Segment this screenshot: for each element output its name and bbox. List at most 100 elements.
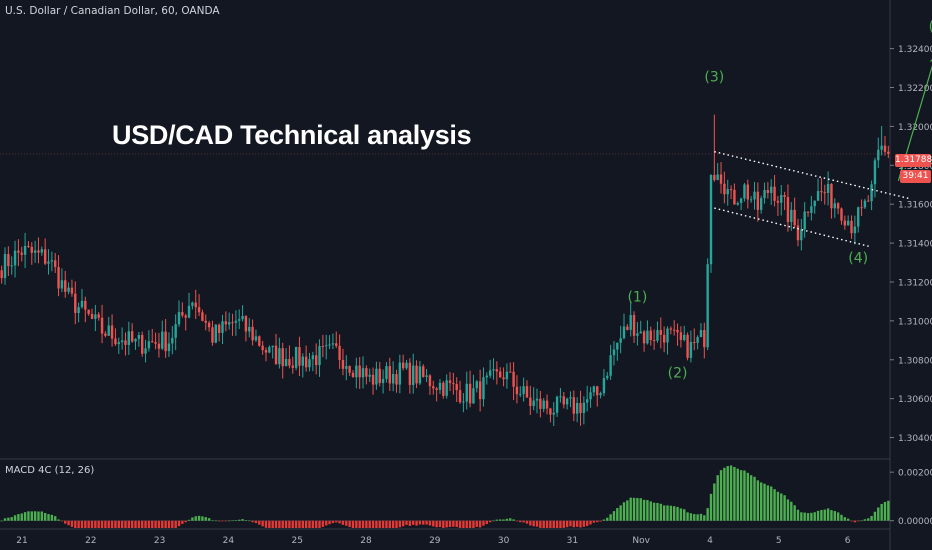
candle-body <box>174 324 177 338</box>
candle-body <box>271 345 274 348</box>
macd-bar <box>391 520 395 528</box>
candle-body <box>448 380 452 384</box>
candle-body <box>462 401 465 403</box>
candle-body <box>639 331 642 334</box>
candle-body <box>284 359 288 367</box>
candle-body <box>110 325 114 339</box>
macd-bar <box>288 520 291 528</box>
macd-bar <box>786 499 790 521</box>
macd-bar <box>509 518 512 521</box>
candle-body <box>549 408 552 415</box>
macd-bar <box>810 512 813 521</box>
candle-body <box>823 192 826 194</box>
macd-bar <box>850 520 853 522</box>
candle-body <box>171 337 174 344</box>
macd-bar <box>683 509 686 521</box>
macd-bar <box>278 520 281 528</box>
macd-bar <box>211 520 214 522</box>
macd-bar <box>612 511 616 521</box>
macd-bar <box>157 520 161 528</box>
candle-body <box>662 334 666 343</box>
candle-body <box>422 366 425 377</box>
candle-body <box>867 200 870 202</box>
macd-bar <box>796 509 800 521</box>
candle-body <box>780 195 783 203</box>
macd-bar <box>880 503 883 521</box>
macd-bar <box>716 475 719 521</box>
analysis-title: USD/CAD Technical analysis <box>112 120 472 150</box>
macd-bar <box>144 520 147 528</box>
macd-bar <box>314 520 318 528</box>
candle-body <box>435 388 438 390</box>
candle-body <box>304 356 308 368</box>
macd-bar <box>743 470 746 521</box>
macd-bar <box>776 491 780 521</box>
macd-bar <box>669 505 673 521</box>
macd-bar <box>823 509 826 521</box>
candle-body <box>853 226 857 234</box>
candle-body <box>542 400 545 409</box>
macd-bar <box>318 520 321 528</box>
candle-body <box>495 369 499 372</box>
candle-body <box>395 374 398 385</box>
candle-body <box>23 245 27 255</box>
candle-body <box>850 220 853 234</box>
candle-body <box>830 183 833 209</box>
candle-body <box>361 368 365 378</box>
candle-body <box>408 362 412 385</box>
macd-bar <box>365 520 368 528</box>
macd-bar <box>445 520 448 528</box>
time-tick-label: 28 <box>360 536 372 546</box>
macd-bar <box>308 520 311 528</box>
macd-bar <box>649 501 652 521</box>
macd-bar <box>803 512 806 521</box>
candle-body <box>54 260 57 267</box>
macd-bar <box>773 489 776 521</box>
macd-bar <box>20 513 23 521</box>
macd-bar <box>264 520 268 528</box>
macd-bar <box>800 512 803 521</box>
macd-bar <box>733 466 736 521</box>
macd-bar <box>291 520 294 528</box>
candle-body <box>820 191 823 193</box>
macd-bar <box>294 520 298 528</box>
candle-body <box>418 366 422 384</box>
candle-body <box>248 326 251 332</box>
candle-body <box>716 174 719 180</box>
macd-bar <box>405 520 408 525</box>
candle-body <box>217 324 221 333</box>
macd-bar <box>214 520 218 522</box>
macd-bar <box>448 520 452 528</box>
candle-body <box>445 380 448 396</box>
macd-bar <box>619 505 622 521</box>
macd-bar <box>412 520 415 525</box>
candle-body <box>736 203 739 205</box>
macd-bar <box>197 515 201 521</box>
candle-body <box>64 280 67 292</box>
candle-body <box>529 397 532 407</box>
candle-body <box>803 211 806 230</box>
macd-bar <box>465 520 468 528</box>
candle-body <box>281 348 284 367</box>
candle-body <box>30 246 33 253</box>
candle-body <box>77 307 80 313</box>
macd-bar <box>709 493 713 521</box>
macd-bar <box>137 520 141 528</box>
candle-body <box>703 330 706 348</box>
candle-body <box>509 371 512 373</box>
candle-body <box>833 203 836 209</box>
macd-bar <box>545 520 549 528</box>
candle-body <box>555 396 559 413</box>
candle-body <box>325 345 328 347</box>
macd-bar <box>97 520 100 528</box>
candle-body <box>241 316 244 320</box>
macd-bar <box>806 513 810 521</box>
macd-bar <box>552 520 555 528</box>
macd-bar <box>355 520 358 528</box>
macd-tick-label: 0.00000 <box>898 517 932 527</box>
candle-body <box>294 347 298 368</box>
candle-body <box>335 343 338 346</box>
macd-bar <box>883 501 887 521</box>
macd-bar <box>452 520 455 527</box>
